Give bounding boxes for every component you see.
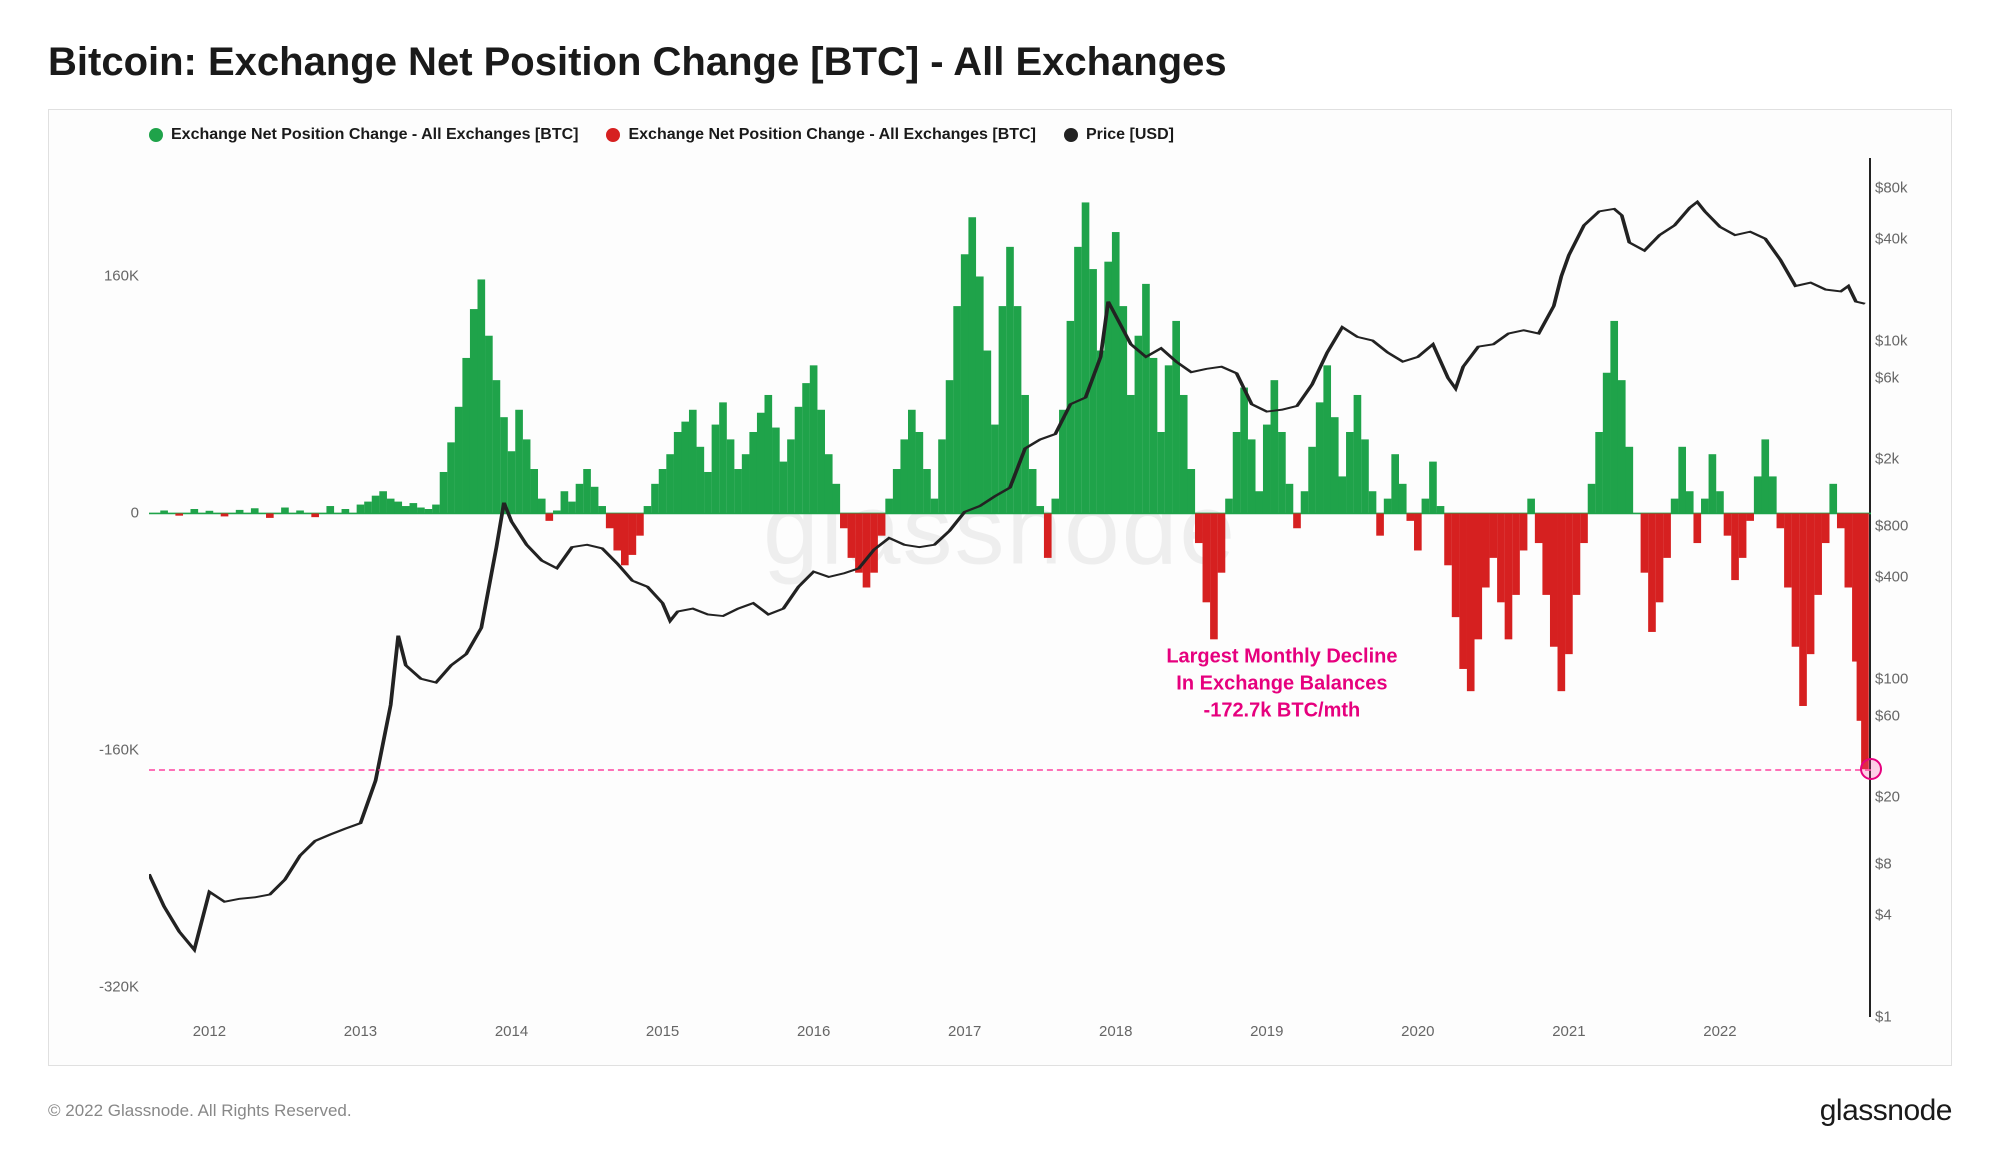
y-right-tick: $4 bbox=[1875, 907, 1965, 924]
x-tick: 2016 bbox=[797, 1023, 830, 1040]
x-axis: 2012 2013 2014 2015 2016 2017 2018 2019 2020 2021… bbox=[149, 1023, 1871, 1051]
x-tick: 2018 bbox=[1099, 1023, 1132, 1040]
annotation-end-marker-icon bbox=[1860, 758, 1882, 780]
x-tick: 2014 bbox=[495, 1023, 528, 1040]
y-left-tick: 160K bbox=[49, 268, 139, 285]
x-tick: 2021 bbox=[1552, 1023, 1585, 1040]
y-axis-left: 160K 0 -160K -320K bbox=[49, 158, 139, 1017]
annotation-line2: In Exchange Balances bbox=[1122, 670, 1442, 697]
legend-item-price: Price [USD] bbox=[1064, 126, 1174, 144]
legend: Exchange Net Position Change - All Excha… bbox=[49, 126, 1951, 144]
y-left-tick: 0 bbox=[49, 505, 139, 522]
y-right-tick: $400 bbox=[1875, 568, 1965, 585]
swatch-negative-icon bbox=[606, 128, 620, 142]
y-right-tick: $80k bbox=[1875, 179, 1965, 196]
y-right-tick: $10k bbox=[1875, 332, 1965, 349]
footer: © 2022 Glassnode. All Rights Reserved. g… bbox=[48, 1066, 1952, 1128]
legend-item-negative: Exchange Net Position Change - All Excha… bbox=[606, 126, 1035, 144]
x-tick: 2020 bbox=[1401, 1023, 1434, 1040]
brand-logo: glassnode bbox=[1820, 1094, 1952, 1128]
copyright-text: © 2022 Glassnode. All Rights Reserved. bbox=[48, 1101, 352, 1121]
y-right-tick: $100 bbox=[1875, 670, 1965, 687]
chart-area: Exchange Net Position Change - All Excha… bbox=[48, 109, 1952, 1066]
x-tick: 2015 bbox=[646, 1023, 679, 1040]
legend-label-price: Price [USD] bbox=[1086, 126, 1174, 144]
annotation-text: Largest Monthly Decline In Exchange Bala… bbox=[1122, 643, 1442, 724]
y-right-tick: $60 bbox=[1875, 708, 1965, 725]
y-right-tick: $6k bbox=[1875, 370, 1965, 387]
annotation-line1: Largest Monthly Decline bbox=[1122, 643, 1442, 670]
swatch-positive-icon bbox=[149, 128, 163, 142]
legend-label-positive: Exchange Net Position Change - All Excha… bbox=[171, 126, 578, 144]
y-right-tick: $20 bbox=[1875, 788, 1965, 805]
swatch-price-icon bbox=[1064, 128, 1078, 142]
legend-item-positive: Exchange Net Position Change - All Excha… bbox=[149, 126, 578, 144]
y-right-tick: $8 bbox=[1875, 856, 1965, 873]
plot-region: Largest Monthly Decline In Exchange Bala… bbox=[149, 158, 1871, 1017]
y-axis-right: $80k$40k$10k$6k$2k$800$400$100$60$20$8$4… bbox=[1861, 158, 1951, 1017]
y-left-tick: -320K bbox=[49, 979, 139, 996]
x-tick: 2019 bbox=[1250, 1023, 1283, 1040]
x-tick: 2022 bbox=[1703, 1023, 1736, 1040]
x-tick: 2013 bbox=[344, 1023, 377, 1040]
chart-title: Bitcoin: Exchange Net Position Change [B… bbox=[48, 40, 1952, 85]
y-left-tick: -160K bbox=[49, 742, 139, 759]
annotation-line3: -172.7k BTC/mth bbox=[1122, 697, 1442, 724]
annotation-reference-line bbox=[149, 769, 1871, 771]
y-right-tick: $800 bbox=[1875, 518, 1965, 535]
x-tick: 2017 bbox=[948, 1023, 981, 1040]
x-tick: 2012 bbox=[193, 1023, 226, 1040]
legend-label-negative: Exchange Net Position Change - All Excha… bbox=[628, 126, 1035, 144]
y-right-tick: $1 bbox=[1875, 1009, 1965, 1026]
y-right-tick: $2k bbox=[1875, 450, 1965, 467]
y-right-tick: $40k bbox=[1875, 230, 1965, 247]
